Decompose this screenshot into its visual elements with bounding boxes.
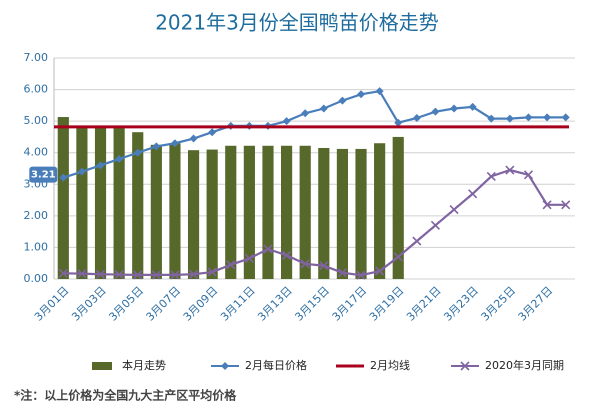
point <box>375 266 385 276</box>
point <box>319 261 329 271</box>
point <box>357 90 366 99</box>
point <box>301 109 310 118</box>
point <box>151 270 161 280</box>
bar <box>150 144 162 279</box>
point <box>59 173 68 182</box>
point <box>430 220 441 230</box>
bar <box>169 143 181 279</box>
point <box>96 161 105 170</box>
y-tick-label: 7.00 <box>24 51 49 64</box>
point <box>505 165 515 175</box>
point <box>486 171 496 181</box>
y-tick-label: 6.00 <box>24 83 49 96</box>
point <box>282 250 292 260</box>
point <box>487 114 496 123</box>
point <box>133 270 143 280</box>
bar <box>392 136 404 279</box>
point <box>170 270 180 280</box>
point <box>505 114 514 123</box>
point <box>412 236 422 246</box>
data-label-box <box>29 166 58 183</box>
point <box>338 96 347 105</box>
point <box>115 155 124 164</box>
point <box>77 167 86 176</box>
point <box>207 267 217 277</box>
point <box>189 134 198 143</box>
y-tick-label: 1.00 <box>24 240 49 253</box>
bar <box>225 145 237 279</box>
point <box>468 189 478 199</box>
bar <box>206 149 218 279</box>
point <box>208 128 217 137</box>
point <box>412 113 421 122</box>
point <box>114 270 124 280</box>
point <box>356 270 366 280</box>
bar <box>94 127 107 279</box>
legend-label: 2月每日价格 <box>245 358 307 372</box>
bar <box>336 148 348 279</box>
point <box>244 253 254 264</box>
point <box>77 269 87 279</box>
footnote: *注：以上价格为全国九大主产区平均价格 <box>14 388 237 403</box>
point <box>450 104 459 113</box>
point <box>337 268 347 278</box>
point <box>523 170 534 180</box>
line <box>62 89 566 179</box>
y-tick-label: 4.00 <box>24 146 49 159</box>
point <box>170 139 179 148</box>
point <box>449 204 459 215</box>
legend-swatch <box>92 362 112 370</box>
point <box>561 113 570 122</box>
point <box>319 104 328 113</box>
bar <box>262 145 274 279</box>
y-tick-label: 2.00 <box>24 209 49 222</box>
legend-label: 本月走势 <box>122 358 166 372</box>
point <box>133 148 142 157</box>
bar <box>299 145 311 279</box>
bar <box>132 132 144 279</box>
point <box>561 200 571 210</box>
point <box>152 142 161 151</box>
bar <box>374 143 386 279</box>
legend-label: 2020年3月同期 <box>485 358 564 372</box>
point <box>58 268 68 278</box>
chart-title: 2021年3月份全国鸭苗价格走势 <box>155 11 439 35</box>
legend-label: 2月均线 <box>370 358 410 372</box>
point <box>524 113 533 122</box>
point <box>543 113 552 122</box>
point <box>282 117 291 126</box>
bar <box>318 147 330 279</box>
point <box>300 259 310 269</box>
point <box>394 118 403 127</box>
bar <box>187 150 200 279</box>
y-tick-label: 0.00 <box>24 272 49 285</box>
point <box>226 260 236 270</box>
bar <box>355 148 367 279</box>
point <box>95 269 106 279</box>
bar <box>281 145 293 279</box>
point <box>542 200 552 210</box>
line <box>63 168 566 277</box>
point <box>431 107 440 116</box>
bar <box>57 117 69 279</box>
point <box>263 244 273 254</box>
point <box>468 102 477 111</box>
bar <box>76 127 88 279</box>
legend-marker <box>460 361 470 371</box>
data-label: 3.21 <box>31 170 56 181</box>
point <box>375 87 384 96</box>
legend-marker <box>221 362 229 370</box>
bar <box>243 145 255 279</box>
point <box>188 269 199 279</box>
y-tick-label: 5.00 <box>24 114 49 127</box>
bar <box>113 127 125 279</box>
point <box>393 252 403 262</box>
